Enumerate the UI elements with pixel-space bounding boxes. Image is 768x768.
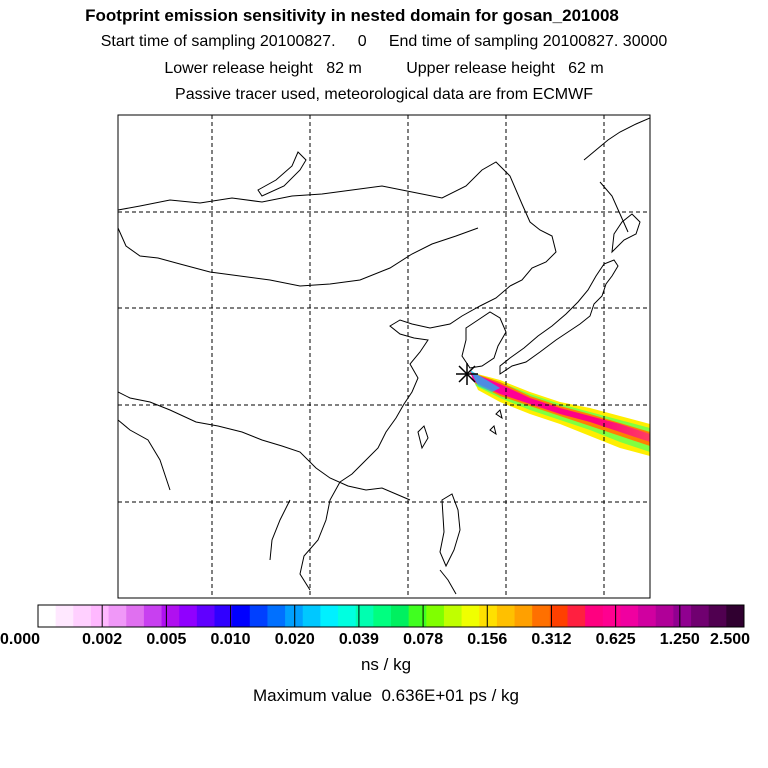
- colorbar-cell: [443, 605, 463, 627]
- colorbar-tick-label: 1.250: [660, 631, 700, 648]
- colorbar-cell: [708, 605, 727, 627]
- colorbar-cell: [249, 605, 268, 627]
- colorbar-cell: [602, 605, 621, 627]
- colorbar-tick-label: 0.005: [146, 631, 186, 648]
- colorbar-cell: [267, 605, 286, 627]
- colorbar-tick-label: 0.625: [596, 631, 636, 648]
- tracer-info-line: Passive tracer used, meteorological data…: [175, 86, 593, 103]
- colorbar-cell: [567, 605, 586, 627]
- footprint-map: [117, 114, 651, 599]
- colorbar-cell: [179, 605, 198, 627]
- colorbar-tick-label: 2.500: [710, 631, 750, 648]
- colorbar-cell: [373, 605, 392, 627]
- colorbar-cell: [426, 605, 445, 627]
- colorbar-cell: [214, 605, 233, 627]
- lat-lon-grid: [118, 115, 650, 598]
- colorbar-tick-label: 0.039: [339, 631, 379, 648]
- colorbar-cell: [161, 605, 180, 627]
- colorbar-cell: [585, 605, 604, 627]
- map-content: [118, 115, 650, 598]
- colorbar-cell: [302, 605, 321, 627]
- colorbar-tick-label: 0.156: [467, 631, 507, 648]
- release-height-line: Lower release height 82 m Upper release …: [164, 60, 604, 77]
- plot-title: Footprint emission sensitivity in nested…: [85, 6, 619, 25]
- colorbar-cell: [73, 605, 92, 627]
- colorbar-cell: [549, 605, 568, 627]
- colorbar-cell: [408, 605, 427, 627]
- colorbar-tick-label: 0.000: [0, 631, 40, 648]
- colorbar-cell: [673, 605, 692, 627]
- colorbar-cell: [38, 605, 57, 627]
- colorbar-cell: [461, 605, 480, 627]
- colorbar-tick-label: 0.078: [403, 631, 443, 648]
- colorbar-cell: [355, 605, 374, 627]
- colorbar-cell: [285, 605, 304, 627]
- colorbar-cell: [232, 605, 251, 627]
- colorbar-cell: [496, 605, 516, 627]
- colorbar-tick-label: 0.002: [82, 631, 122, 648]
- colorbar-cell: [620, 605, 639, 627]
- colorbar-tick-label: 0.312: [531, 631, 571, 648]
- colorbar-cell: [479, 605, 498, 627]
- map-frame: [117, 114, 651, 599]
- colorbar-cell: [196, 605, 215, 627]
- maximum-value-text: Maximum value 0.636E+01 ps / kg: [253, 686, 519, 705]
- colorbar-cell: [126, 605, 145, 627]
- colorbar: 0.000 0.002 0.005 0.010 0.020 0.039 0.078 0.156…: [0, 604, 750, 648]
- colorbar-cell: [55, 605, 74, 627]
- colorbar-unit: ns / kg: [360, 655, 412, 674]
- colorbar-cell: [338, 605, 357, 627]
- footprint-plume: [470, 370, 650, 456]
- colorbar-cell: [532, 605, 551, 627]
- coastlines: [118, 117, 650, 595]
- colorbar-cell: [638, 605, 657, 627]
- colorbar-cell: [726, 605, 745, 627]
- colorbar-cell: [655, 605, 674, 627]
- colorbar-tick-label: 0.020: [275, 631, 315, 648]
- receptor-star-icon: [456, 363, 478, 385]
- colorbar-cell: [90, 605, 110, 627]
- colorbar-cell: [320, 605, 339, 627]
- colorbar-cell: [108, 605, 127, 627]
- colorbar-cell: [391, 605, 410, 627]
- colorbar-tick-label: 0.010: [211, 631, 251, 648]
- sampling-time-line: Start time of sampling 20100827. 0 End t…: [100, 33, 668, 50]
- colorbar-cell: [514, 605, 533, 627]
- colorbar-cell: [143, 605, 163, 627]
- colorbar-cell: [691, 605, 710, 627]
